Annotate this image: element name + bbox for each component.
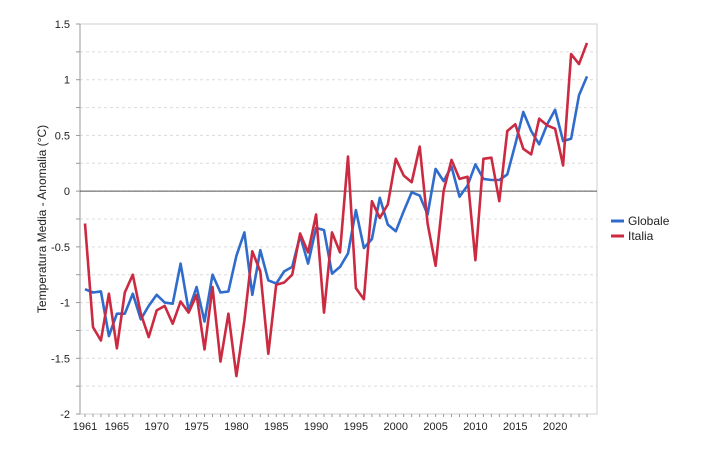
- y-tick-label: 0: [64, 186, 70, 198]
- x-tick-label: 1995: [344, 421, 368, 433]
- x-tick-label: 2010: [463, 421, 487, 433]
- x-tick-label: 1985: [264, 421, 288, 433]
- legend-label-italia: Italia: [628, 229, 654, 243]
- y-tick-label: -1: [60, 298, 70, 310]
- x-tick-label: 2005: [423, 421, 447, 433]
- legend-label-globale: Globale: [628, 214, 670, 228]
- x-tick-label: 1990: [304, 421, 328, 433]
- legend-item-italia[interactable]: Italia: [611, 229, 654, 243]
- x-tick-label: 1975: [184, 421, 208, 433]
- x-tick-label: 1970: [144, 421, 168, 433]
- y-tick-label: 1.5: [55, 19, 70, 31]
- y-tick-label: 0.5: [55, 130, 70, 142]
- y-tick-label: -1.5: [51, 353, 70, 365]
- legend: Globale Italia: [611, 214, 670, 243]
- x-tick-label: 2015: [503, 421, 527, 433]
- y-axis-label: Temperatura Media - Anomalia (°C): [35, 125, 49, 313]
- series-line-italia: [83, 42, 589, 378]
- gridlines: [80, 23, 597, 415]
- x-tick-label: 1961: [73, 421, 97, 433]
- x-axis-ticks: 1961 1965 1970 1975 1980 1985 1990 1995 2000 2005…: [73, 414, 588, 433]
- x-tick-label: 1980: [224, 421, 248, 433]
- y-tick-label: -0.5: [51, 242, 70, 254]
- series-line-globale: [84, 75, 589, 338]
- x-tick-label: 2020: [543, 421, 567, 433]
- y-tick-label: 1: [64, 75, 70, 87]
- y-axis-ticks: 1.5 1 0.5 0 -0.5 -1 -1.5 -2: [51, 19, 80, 421]
- y-tick-label: -2: [60, 409, 70, 421]
- x-tick-label: 1965: [105, 421, 129, 433]
- series-lines: [83, 42, 589, 378]
- legend-item-globale[interactable]: Globale: [611, 214, 670, 228]
- x-tick-label: 2000: [384, 421, 408, 433]
